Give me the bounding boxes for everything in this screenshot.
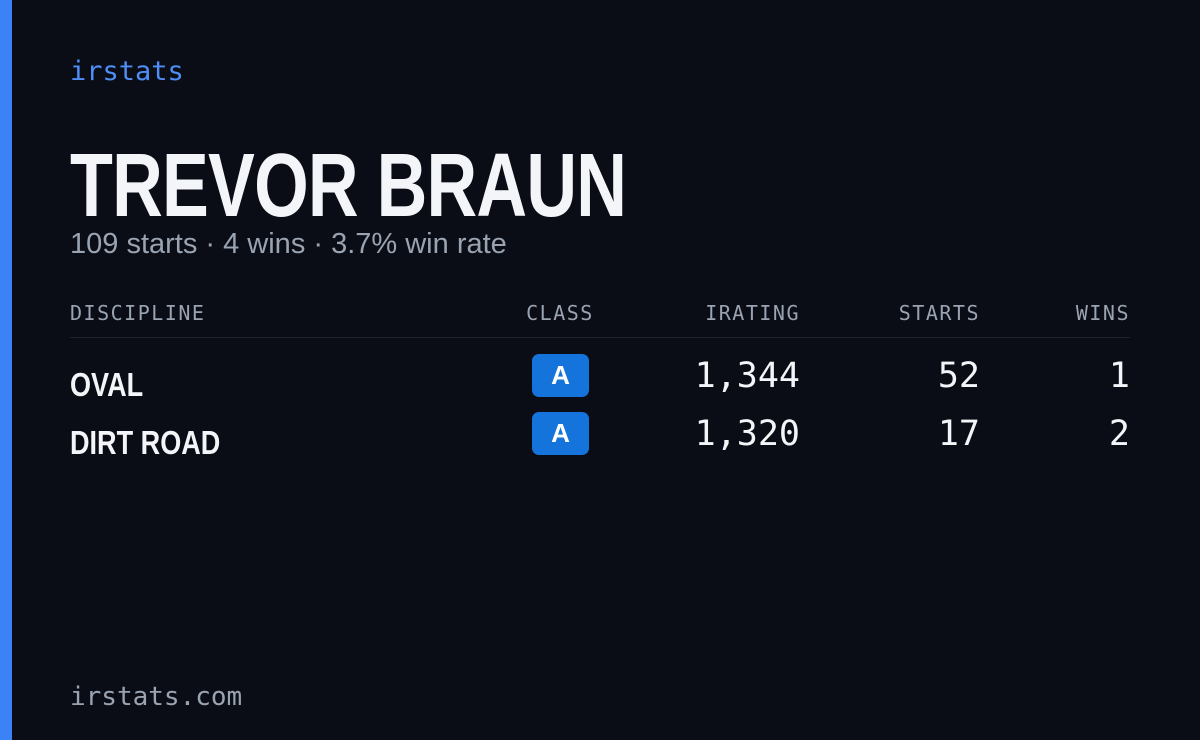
discipline: OVAL <box>70 366 144 403</box>
driver-name: TREVOR BRAUN <box>70 136 627 236</box>
column-header: WINS <box>1075 301 1130 325</box>
column-header: STARTS <box>898 301 980 325</box>
column-header: IRATING <box>705 301 800 325</box>
discipline: DIRT ROAD <box>70 424 221 461</box>
starts: 17 <box>937 414 980 454</box>
wins: 1 <box>1108 356 1130 396</box>
class-badge: A <box>532 412 589 455</box>
class-badge: A <box>532 354 589 397</box>
column-header: CLASS <box>526 301 594 325</box>
brand: irstats <box>70 56 184 87</box>
column-header: DISCIPLINE <box>70 301 206 325</box>
divider <box>70 337 1130 338</box>
summary: 109 starts · 4 wins · 3.7% win rate <box>70 228 507 260</box>
accent-bar <box>0 0 12 740</box>
irating: 1,320 <box>694 414 800 454</box>
footer: irstats.com <box>70 682 243 712</box>
starts: 52 <box>937 356 980 396</box>
irating: 1,344 <box>694 356 800 396</box>
wins: 2 <box>1108 414 1130 454</box>
